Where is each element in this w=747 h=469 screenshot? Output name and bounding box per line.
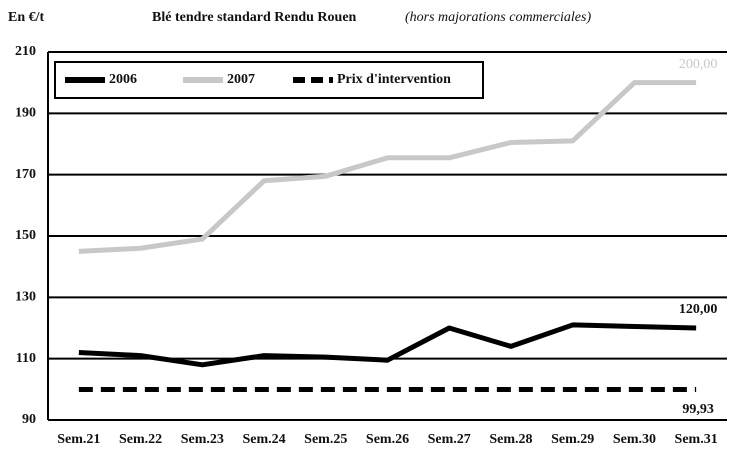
legend-box [54, 61, 484, 99]
chart-title: Blé tendre standard Rendu Rouen [152, 10, 357, 25]
y-tick-label: 190 [15, 106, 36, 121]
y-tick-label: 210 [15, 44, 36, 59]
x-tick-label: Sem.21 [57, 432, 100, 447]
y-tick-label: 130 [15, 290, 36, 305]
x-tick-label: Sem.28 [489, 432, 532, 447]
y-axis-title: En €/t [8, 10, 45, 25]
series-line [78, 80, 697, 254]
x-tick-label: Sem.29 [551, 432, 594, 447]
series-line [78, 322, 697, 368]
x-tick-label: Sem.30 [613, 432, 656, 447]
legend-label: 2006 [109, 72, 137, 87]
data-label: 99,93 [682, 402, 714, 417]
y-tick-label: 110 [16, 351, 36, 366]
x-tick-label: Sem.31 [675, 432, 718, 447]
legend-label: Prix d'intervention [337, 72, 451, 87]
legend-label: 2007 [227, 72, 255, 87]
data-label: 200,00 [679, 57, 718, 72]
data-label: 120,00 [679, 302, 718, 317]
x-tick-label: Sem.24 [242, 432, 285, 447]
y-tick-label: 150 [15, 228, 36, 243]
x-tick-label: Sem.26 [366, 432, 409, 447]
x-tick-label: Sem.27 [428, 432, 471, 447]
x-tick-label: Sem.25 [304, 432, 347, 447]
x-tick-label: Sem.23 [181, 432, 224, 447]
y-tick-label: 170 [15, 167, 36, 182]
chart-subtitle: (hors majorations commerciales) [405, 10, 591, 25]
x-tick-label: Sem.22 [119, 432, 162, 447]
y-tick-label: 90 [22, 412, 36, 427]
